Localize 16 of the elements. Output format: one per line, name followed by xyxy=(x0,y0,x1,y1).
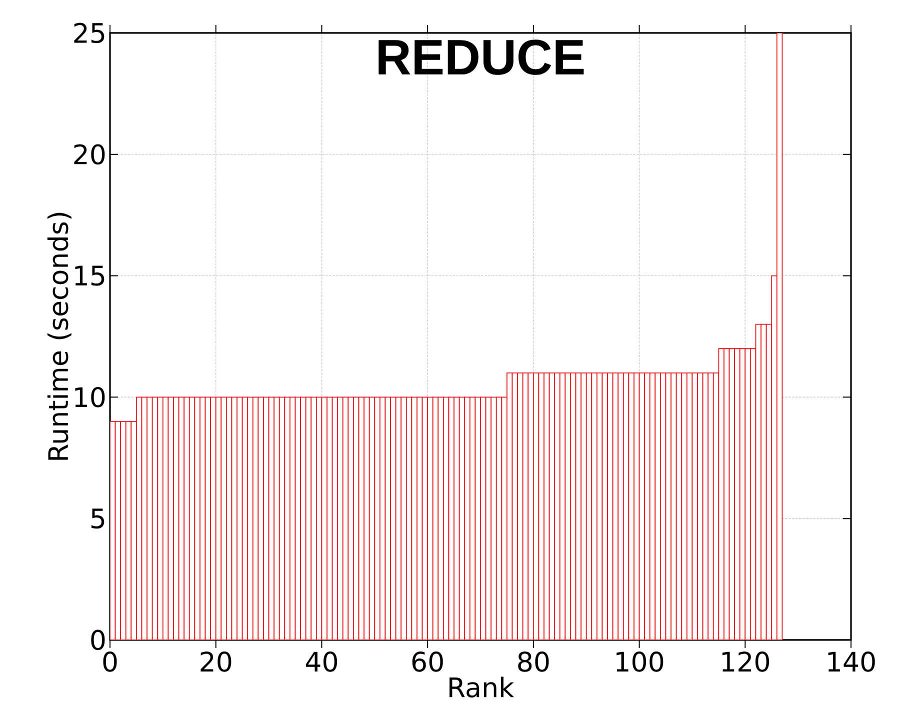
x-tick-label: 120 xyxy=(722,652,770,672)
x-tick-label: 140 xyxy=(828,652,875,672)
y-tick-label: 20 xyxy=(74,144,105,165)
y-tick-label: 10 xyxy=(75,387,105,408)
y-axis-title: Runtime (seconds) xyxy=(47,212,72,460)
x-axis-title: Rank xyxy=(450,676,514,698)
x-tick-label: 100 xyxy=(616,652,664,672)
x-tick-label: 60 xyxy=(412,652,443,672)
x-tick-label: 20 xyxy=(200,652,232,672)
y-tick-label: 25 xyxy=(74,22,104,44)
x-tick-label: 40 xyxy=(306,652,338,672)
x-tick-label: 80 xyxy=(518,652,549,672)
y-tick-label: 0 xyxy=(91,630,105,650)
y-tick-label: 15 xyxy=(75,266,104,286)
chart-title: REDUCE xyxy=(378,40,584,75)
y-tick-label: 5 xyxy=(91,508,104,529)
